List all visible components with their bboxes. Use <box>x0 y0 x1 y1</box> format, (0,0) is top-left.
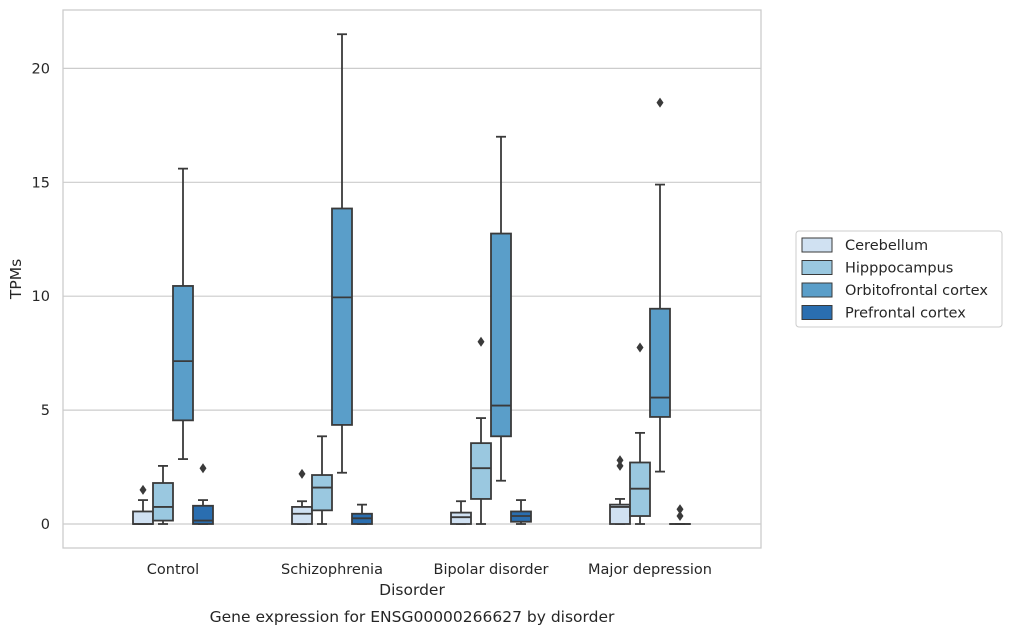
plot-area <box>62 9 762 549</box>
box-body <box>331 207 353 426</box>
outlier-point <box>616 460 624 471</box>
legend-frame <box>795 230 1003 328</box>
x-tick-label-schizophrenia: Schizophrenia <box>281 562 383 578</box>
box-body <box>291 506 313 525</box>
series-prefrontal-cortex <box>192 463 691 525</box>
y-tick-labels: 0 5 10 15 20 <box>32 61 50 533</box>
box-cerebellum-bipolar-disorder <box>450 500 472 525</box>
x-axis-title: Disorder <box>379 581 445 599</box>
outlier-point <box>656 97 664 108</box>
outlier-point <box>298 468 306 479</box>
box-body <box>172 285 194 422</box>
box-orbitofrontal-cortex-bipolar-disorder <box>490 135 512 482</box>
outlier-point <box>139 484 147 495</box>
legend-swatch-orbitofrontal-cortex <box>801 282 833 298</box>
y-tick-label-15: 15 <box>32 175 50 191</box>
series-hipppocampus <box>152 336 651 525</box>
y-tick-label-20: 20 <box>32 61 50 77</box>
legend-label-hipppocampus: Hipppocampus <box>845 261 953 277</box>
box-orbitofrontal-cortex-schizophrenia <box>331 33 353 474</box>
box-body <box>192 504 214 525</box>
legend-swatch-cerebellum <box>801 237 833 253</box>
box-body <box>490 232 512 438</box>
box-body <box>450 511 472 525</box>
outlier-point <box>477 336 485 347</box>
legend-items: Cerebellum Hipppocampus Orbitofrontal cort… <box>801 237 988 322</box>
box-hipppocampus-major-depression <box>629 342 651 525</box>
box-body <box>311 474 333 512</box>
box-cerebellum-schizophrenia <box>291 468 313 525</box>
legend-swatch-hipppocampus <box>801 260 833 275</box>
box-orbitofrontal-cortex-control <box>172 167 194 460</box>
outlier-point <box>199 463 207 474</box>
box-series <box>132 33 691 525</box>
legend-label-orbitofrontal-cortex: Orbitofrontal cortex <box>845 283 988 299</box>
y-tick-label-0: 0 <box>41 517 50 533</box>
box-hipppocampus-schizophrenia <box>311 435 333 525</box>
outlier-point <box>616 455 624 466</box>
box-body <box>649 307 671 418</box>
legend: Cerebellum Hipppocampus Orbitofrontal cort… <box>795 230 1003 328</box>
box-orbitofrontal-cortex-major-depression <box>649 97 671 473</box>
legend-label-cerebellum: Cerebellum <box>845 238 928 254</box>
box-body <box>152 482 174 522</box>
outlier-point <box>636 342 644 353</box>
box-prefrontal-cortex-schizophrenia <box>351 503 373 525</box>
box-hipppocampus-bipolar-disorder <box>470 336 492 525</box>
x-tick-label-major-depression: Major depression <box>588 562 712 578</box>
y-tick-label-5: 5 <box>41 403 50 419</box>
chart-caption: Gene expression for ENSG00000266627 by d… <box>210 608 615 626</box>
box-body <box>470 442 492 500</box>
box-prefrontal-cortex-bipolar-disorder <box>510 499 532 525</box>
box-prefrontal-cortex-major-depression <box>669 504 691 525</box>
y-tick-label-10: 10 <box>32 289 50 305</box>
legend-swatch-prefrontal-cortex <box>801 305 833 320</box>
outlier-point <box>676 511 684 522</box>
box-body <box>132 510 154 525</box>
box-cerebellum-major-depression <box>609 455 631 525</box>
box-prefrontal-cortex-control <box>192 463 214 525</box>
box-hipppocampus-control <box>152 465 174 525</box>
x-tick-label-bipolar-disorder: Bipolar disorder <box>434 562 549 578</box>
legend-label-prefrontal-cortex: Prefrontal cortex <box>845 306 966 322</box>
x-tick-label-control: Control <box>147 562 199 578</box>
series-orbitofrontal-cortex <box>172 33 671 482</box>
y-axis-title: TPMs <box>7 259 25 300</box>
x-tick-labels: Control Schizophrenia Bipolar disorder Majo… <box>147 562 712 578</box>
series-cerebellum <box>132 455 631 525</box>
outlier-point <box>676 504 684 515</box>
